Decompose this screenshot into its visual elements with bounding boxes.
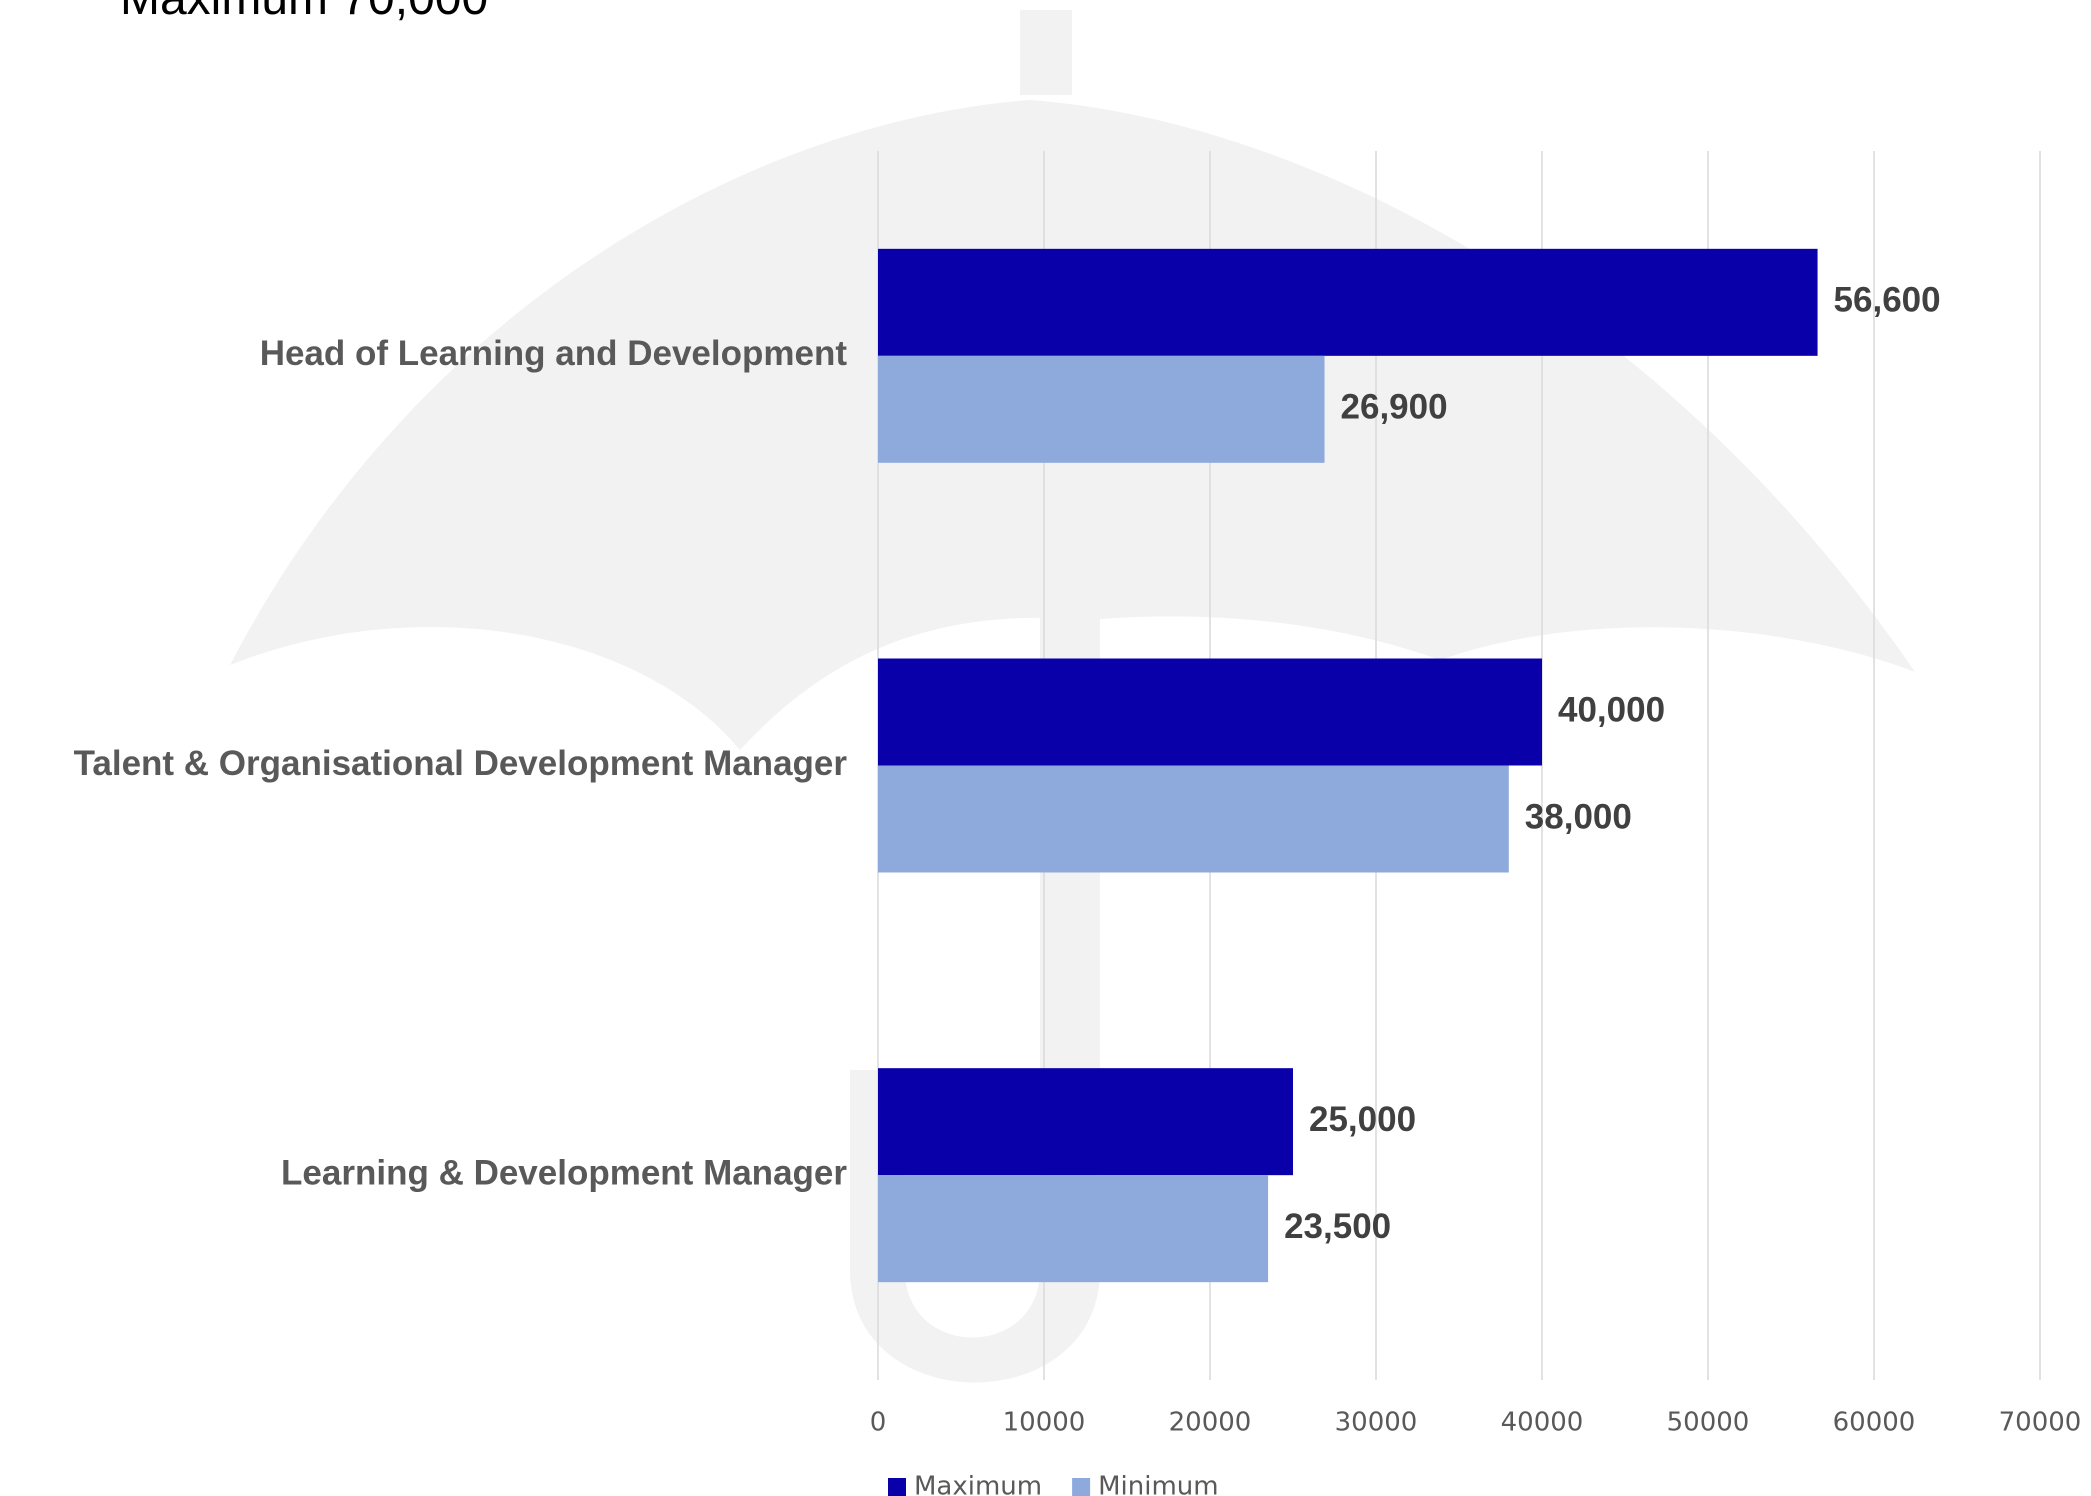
category-label: Head of Learning and Development xyxy=(260,334,848,373)
legend-swatch xyxy=(888,1478,906,1496)
category-label: Learning & Development Manager xyxy=(281,1153,847,1192)
legend-swatch xyxy=(1072,1478,1090,1496)
x-tick-label: 10000 xyxy=(1003,1408,1086,1438)
category-label: Talent & Organisational Development Mana… xyxy=(74,744,848,783)
x-tick-label: 30000 xyxy=(1335,1408,1418,1438)
x-tick-label: 40000 xyxy=(1501,1408,1584,1438)
value-label: 40,000 xyxy=(1558,690,1665,729)
bar xyxy=(878,766,1509,873)
x-tick-label: 60000 xyxy=(1833,1408,1916,1438)
bar xyxy=(878,249,1818,356)
x-tick-label: 50000 xyxy=(1667,1408,1750,1438)
bar xyxy=(878,1175,1268,1282)
value-label: 56,600 xyxy=(1834,281,1941,320)
value-label: 38,000 xyxy=(1525,797,1632,836)
x-tick-label: 70000 xyxy=(1999,1408,2082,1438)
x-tick-label: 0 xyxy=(870,1408,887,1438)
chart: Maximum 70,000 0 10000 20000 30000 40000 5000… xyxy=(0,0,2091,1496)
bar xyxy=(878,1068,1293,1175)
x-tick-label: 20000 xyxy=(1169,1408,1252,1438)
legend-label: Minimum xyxy=(1098,1472,1219,1496)
value-label: 25,000 xyxy=(1309,1100,1416,1139)
annotation: Maximum 70,000 xyxy=(120,0,488,25)
bar xyxy=(878,659,1542,766)
value-label: 23,500 xyxy=(1284,1207,1391,1246)
bar xyxy=(878,356,1325,463)
umbrella-tip xyxy=(1020,10,1072,95)
value-label: 26,900 xyxy=(1341,388,1448,427)
legend-label: Maximum xyxy=(914,1472,1042,1496)
